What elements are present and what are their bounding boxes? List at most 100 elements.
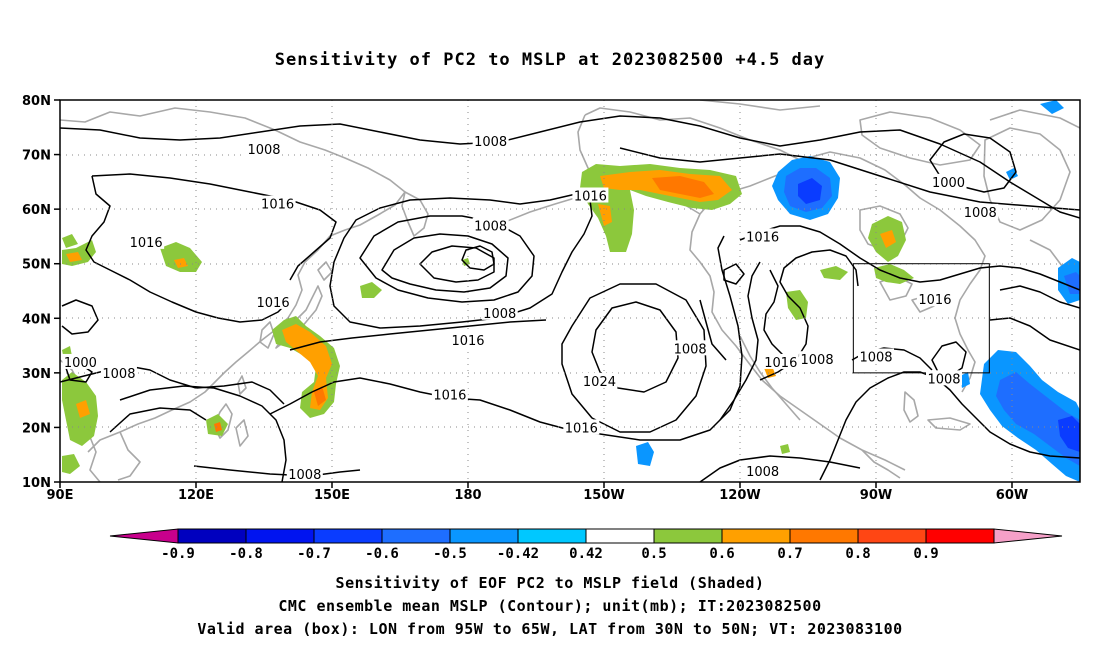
contour-label-bg (472, 132, 509, 148)
valid-area-box (852, 263, 990, 374)
colorbar-swatch (177, 528, 247, 544)
contour-label: 1008 (964, 206, 997, 221)
gridlines (60, 100, 1080, 482)
colorbar-label: 0.8 (845, 546, 870, 562)
contour-label: 1008 (674, 342, 707, 357)
longitude-axis: 90E 120E 150E 180 150W 120W 90W 60W (47, 482, 1028, 503)
map-title: Sensitivity of PC2 to MSLP at 2023082500… (274, 50, 826, 70)
lat-tick-label: 20N (22, 421, 51, 436)
lon-tick-label: 90W (860, 488, 892, 503)
colorbar-label: 0.9 (913, 546, 938, 562)
colorbar-label: 0.7 (777, 546, 802, 562)
lat-tick-label: 40N (22, 312, 51, 327)
colorbar-label: 0.6 (709, 546, 734, 562)
colorbar-min-triangle (109, 528, 179, 544)
contour-label-bg (672, 340, 709, 356)
plot-frame (59, 99, 1081, 483)
contour-label: 1016 (574, 190, 607, 205)
lat-tick-label: 50N (22, 258, 51, 273)
contour-label: 1016 (918, 293, 951, 308)
caption-shaded: Sensitivity of EOF PC2 to MSLP field (Sh… (335, 574, 765, 592)
lat-tick-label: 70N (22, 149, 51, 164)
contour-label-bg (100, 364, 137, 380)
sensitivity-shading (62, 100, 1080, 482)
contour-label: 1000 (932, 176, 965, 191)
contour-label-bg (128, 233, 165, 249)
colorbar-swatch (653, 528, 723, 544)
contour-label: 1016 (130, 236, 163, 251)
lon-tick-label: 60W (996, 488, 1028, 503)
contour-label-bg (255, 293, 292, 309)
contour-label: 1016 (451, 334, 484, 349)
lon-tick-label: 150W (583, 488, 624, 503)
contour-label-bg (762, 353, 799, 369)
contour-label: 1008 (746, 465, 779, 480)
contour-label: 1008 (247, 143, 280, 158)
contour-label-bg (930, 173, 967, 189)
colorbar-label: -0.5 (433, 546, 467, 562)
contour-label-bg (744, 463, 781, 479)
contour-label: 1024 (583, 375, 616, 390)
colorbar-swatch (721, 528, 791, 544)
contour-label-bg (926, 370, 962, 386)
caption-contour: CMC ensemble mean MSLP (Contour); unit(m… (278, 597, 822, 615)
colorbar-label: -0.6 (365, 546, 399, 562)
lat-tick-label: 60N (22, 203, 51, 218)
contour-label-bg (799, 351, 836, 367)
colorbar-swatch (381, 528, 451, 544)
contour-label-bg (472, 217, 509, 233)
contour-label: 1008 (288, 468, 321, 483)
contour-label: 1016 (257, 296, 290, 311)
contour-label-bg (62, 353, 99, 369)
colorbar-swatch (857, 528, 927, 544)
contour-label-bg (563, 419, 600, 435)
contour-label: 1016 (433, 389, 466, 404)
contour-label: 1016 (565, 421, 598, 436)
contour-label-bg (744, 228, 781, 244)
contour-label-bg (962, 203, 999, 219)
colorbar-swatch (517, 528, 587, 544)
contour-label-bg (858, 348, 894, 364)
contour-labels: 1008 1008 1000 1008 1016 1016 1016 1008 1008 1016… (62, 132, 999, 483)
colorbar-label: 0.5 (641, 546, 666, 562)
contour-label: 1008 (483, 307, 516, 322)
contour-label: 1016 (261, 198, 294, 213)
contour-label-bg (916, 291, 953, 307)
lon-tick-label: 120W (719, 488, 760, 503)
colorbar-swatch (789, 528, 859, 544)
contour-label: 1008 (859, 350, 892, 365)
contour-label: 1016 (746, 230, 779, 245)
colorbar-label: -0.7 (297, 546, 331, 562)
contour-label: 1008 (801, 353, 834, 368)
contour-label-bg (481, 304, 518, 320)
colorbar-swatch (585, 528, 655, 544)
contour-label: 1008 (102, 367, 135, 382)
contour-label-bg (246, 141, 282, 157)
contour-label: 1016 (764, 356, 797, 371)
colorbar-label: 0.42 (569, 546, 603, 562)
contour-label-bg (572, 187, 609, 203)
colorbar: -0.9 -0.8 -0.7 -0.6 -0.5 -0.42 0.42 0.5 0.6 0.7 0.… (109, 528, 1063, 562)
colorbar-swatch (313, 528, 383, 544)
colorbar-label: -0.8 (229, 546, 263, 562)
colorbar-swatch (925, 528, 995, 544)
contour-label: 1008 (927, 372, 960, 387)
colorbar-swatch (449, 528, 519, 544)
lat-tick-label: 80N (22, 94, 51, 109)
lat-tick-label: 30N (22, 367, 51, 382)
colorbar-label: -0.42 (497, 546, 539, 562)
contour-label: 1008 (474, 135, 507, 150)
lon-tick-label: 150E (314, 488, 350, 503)
lon-tick-label: 180 (454, 488, 481, 503)
colorbar-label: -0.9 (161, 546, 195, 562)
contour-label-bg (450, 332, 486, 348)
contour-label-bg (259, 195, 296, 211)
contour-label-bg (581, 373, 618, 389)
colorbar-max-triangle (993, 528, 1063, 544)
lon-tick-label: 90E (47, 488, 74, 503)
colorbar-swatch (245, 528, 315, 544)
caption-valid-area: Valid area (box): LON from 95W to 65W, L… (197, 620, 903, 638)
latitude-axis: 80N 70N 60N 50N 40N 30N 20N 10N (22, 94, 60, 491)
contour-label: 1000 (64, 356, 97, 371)
